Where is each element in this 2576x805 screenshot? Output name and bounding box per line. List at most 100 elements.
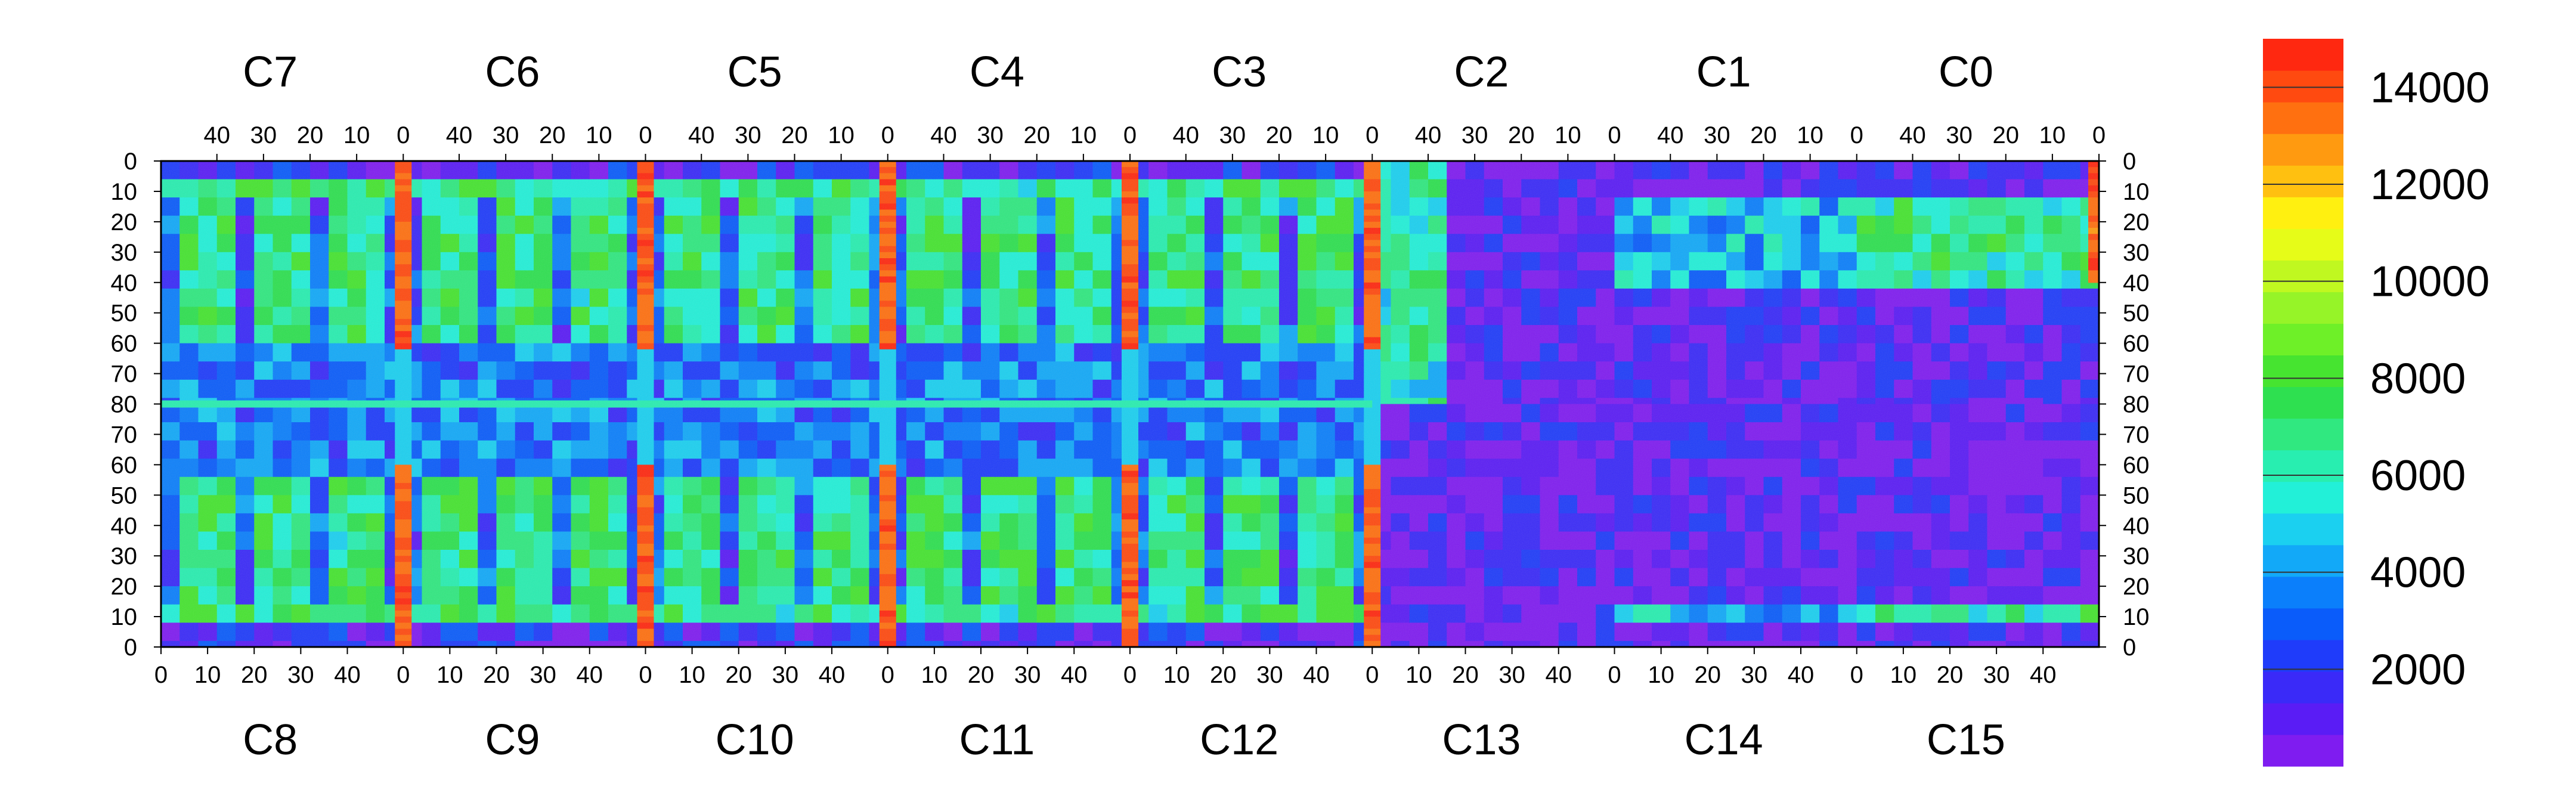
x-tick-label: 10: [194, 662, 221, 688]
colorbar-segment: [2263, 386, 2343, 419]
x-tick-label: 20: [1210, 662, 1237, 688]
x-tick-label: 0: [397, 122, 410, 148]
colorbar-tick-label: 12000: [2370, 161, 2490, 209]
x-tick-label: 10: [1405, 662, 1432, 688]
x-tick-label: 30: [1983, 662, 2010, 688]
colorbar-tick-label: 8000: [2370, 355, 2466, 402]
x-tick-label: 20: [297, 122, 324, 148]
colorbar-segment: [2263, 260, 2343, 292]
colorbar-segment: [2263, 228, 2343, 261]
colorbar-segment: [2263, 544, 2343, 577]
x-axis-top: 40 30 20 10 0 40 30 20 10 0 40 30 20 10 0 40 30 20 10 0 40 30…: [204, 122, 2106, 161]
noise-overlay: [161, 161, 2099, 647]
x-tick-label: 30: [1498, 662, 1525, 688]
y-tick-label: 10: [111, 179, 138, 205]
y-tick-label: 80: [111, 392, 138, 418]
chip-label-c11: C11: [959, 716, 1035, 764]
y-tick-label: 20: [2123, 209, 2150, 236]
x-tick-label: 0: [1123, 122, 1137, 148]
colorbar-tick-label: 4000: [2370, 549, 2466, 597]
chip-label-c2: C2: [1454, 48, 1509, 96]
y-tick-label: 40: [2123, 270, 2150, 296]
x-tick-label: 20: [968, 662, 995, 688]
y-tick-label: 10: [2123, 604, 2150, 630]
y-tick-label: 20: [111, 574, 138, 600]
colorbar-tick-label: 2000: [2370, 646, 2466, 693]
x-tick-label: 10: [1890, 662, 1917, 688]
x-tick-label: 20: [241, 662, 268, 688]
colorbar-tick-label: 6000: [2370, 452, 2466, 500]
x-tick-label: 10: [1312, 122, 1339, 148]
x-tick-label: 0: [1366, 122, 1379, 148]
x-tick-label: 20: [1993, 122, 2020, 148]
y-tick-label: 70: [111, 361, 138, 388]
x-tick-label: 30: [1014, 662, 1041, 688]
x-tick-label: 40: [334, 662, 361, 688]
colorbar-segment: [2263, 323, 2343, 356]
x-tick-label: 30: [772, 662, 799, 688]
x-tick-label: 0: [1608, 662, 1621, 688]
y-tick-label: 70: [2123, 422, 2150, 448]
x-tick-label: 40: [1303, 662, 1330, 688]
colorbar-segment: [2263, 292, 2343, 324]
y-tick-label: 50: [111, 482, 138, 509]
chip-label-c6: C6: [485, 48, 540, 96]
y-tick-label: 20: [111, 209, 138, 236]
y-tick-label: 0: [124, 148, 137, 175]
y-tick-label: 20: [2123, 574, 2150, 600]
x-tick-label: 10: [1797, 122, 1823, 148]
x-tick-label: 20: [1266, 122, 1293, 148]
x-tick-label: 0: [639, 662, 652, 688]
chip-label-c4: C4: [970, 48, 1024, 96]
y-tick-label: 0: [2123, 634, 2136, 661]
colorbar-segment: [2263, 481, 2343, 514]
x-tick-label: 20: [1695, 662, 1722, 688]
x-tick-label: 0: [1850, 122, 1863, 148]
x-tick-label: 0: [1608, 122, 1621, 148]
chip-label-c7: C7: [243, 48, 298, 96]
y-tick-label: 60: [2123, 452, 2150, 478]
x-tick-label: 40: [1415, 122, 1442, 148]
x-tick-label: 40: [2030, 662, 2057, 688]
colorbar-segment: [2263, 355, 2343, 388]
x-tick-label: 10: [1648, 662, 1674, 688]
x-tick-label: 0: [2092, 122, 2106, 148]
x-axis-bottom: 0 10 20 30 40 0 10 20 30 40 0 10 20 30 40 0 10 20 30 40 0 10 2…: [154, 647, 2057, 688]
x-tick-label: 40: [577, 662, 603, 688]
x-tick-label: 30: [1741, 662, 1768, 688]
x-tick-label: 40: [819, 662, 846, 688]
x-tick-label: 40: [1546, 662, 1572, 688]
chip-label-c14: C14: [1685, 716, 1763, 764]
x-tick-label: 20: [1508, 122, 1535, 148]
colorbar: [2263, 39, 2343, 767]
colorbar-segment: [2263, 702, 2343, 735]
x-tick-label: 20: [1750, 122, 1777, 148]
x-tick-label: 40: [1657, 122, 1684, 148]
colorbar-ticks: 2000 4000 6000 8000 10000 12000 14000: [2263, 64, 2490, 693]
chip-label-c9: C9: [485, 716, 540, 764]
colorbar-segment: [2263, 513, 2343, 546]
x-tick-label: 30: [287, 662, 314, 688]
colorbar-segment: [2263, 102, 2343, 134]
x-tick-label: 40: [1899, 122, 1926, 148]
x-tick-label: 0: [397, 662, 410, 688]
chip-label-c1: C1: [1696, 48, 1751, 96]
x-tick-label: 30: [530, 662, 556, 688]
y-tick-label: 30: [111, 543, 138, 569]
x-tick-label: 30: [735, 122, 761, 148]
x-tick-label: 10: [1163, 662, 1190, 688]
x-tick-label: 30: [1704, 122, 1730, 148]
chip-label-c10: C10: [716, 716, 794, 764]
x-tick-label: 10: [679, 662, 705, 688]
colorbar-tick-label: 10000: [2370, 258, 2490, 306]
y-tick-label: 0: [124, 634, 137, 661]
colorbar-segment: [2263, 608, 2343, 640]
colorbar-segment: [2263, 639, 2343, 672]
y-tick-label: 70: [2123, 361, 2150, 388]
y-tick-label: 10: [111, 604, 138, 630]
x-tick-label: 10: [828, 122, 854, 148]
colorbar-segment: [2263, 70, 2343, 103]
colorbar-segment: [2263, 165, 2343, 197]
chip-label-c5: C5: [727, 48, 782, 96]
colorbar-segment: [2263, 134, 2343, 166]
